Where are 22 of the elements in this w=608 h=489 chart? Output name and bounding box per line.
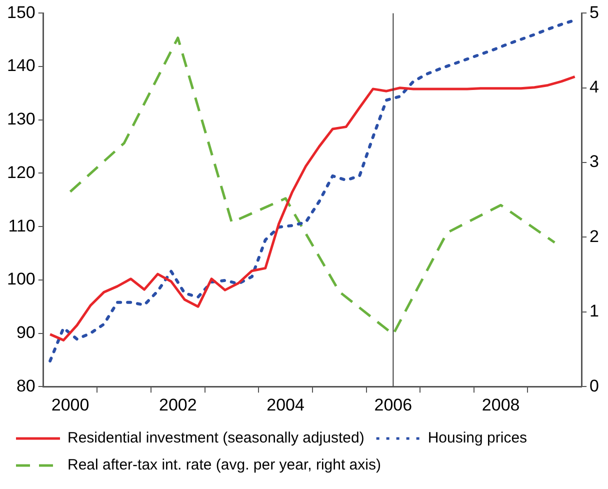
y2-tick-label: 4 — [590, 78, 600, 97]
y-tick-label: 100 — [6, 270, 36, 289]
x-tick-label: 2008 — [482, 395, 520, 414]
y2-tick-label: 0 — [590, 376, 600, 396]
y2-tick-label: 3 — [590, 152, 600, 172]
x-tick-label: 2002 — [158, 395, 197, 414]
y-tick-label: 90 — [16, 322, 36, 342]
x-tick-label: 2004 — [266, 395, 304, 414]
y2-tick-label: 5 — [590, 2, 600, 22]
legend-label: Housing prices — [428, 430, 528, 447]
y-tick-label: 120 — [6, 162, 36, 182]
y-tick-label: 110 — [8, 216, 36, 236]
y2-tick-label: 2 — [590, 226, 600, 246]
x-tick-label: 2006 — [374, 395, 412, 414]
y-tick-label: 80 — [16, 376, 36, 396]
y2-tick-label: 1 — [590, 302, 600, 321]
y-tick-label: 130 — [6, 110, 36, 129]
y-tick-label: 150 — [6, 2, 36, 22]
legend-label: Real after-tax int. rate (avg. per year, right axis) — [68, 456, 381, 474]
y-tick-label: 140 — [6, 56, 36, 76]
legend-label: Residential investment (seasonally adjusted) — [68, 430, 364, 447]
x-tick-label: 2000 — [51, 395, 90, 414]
